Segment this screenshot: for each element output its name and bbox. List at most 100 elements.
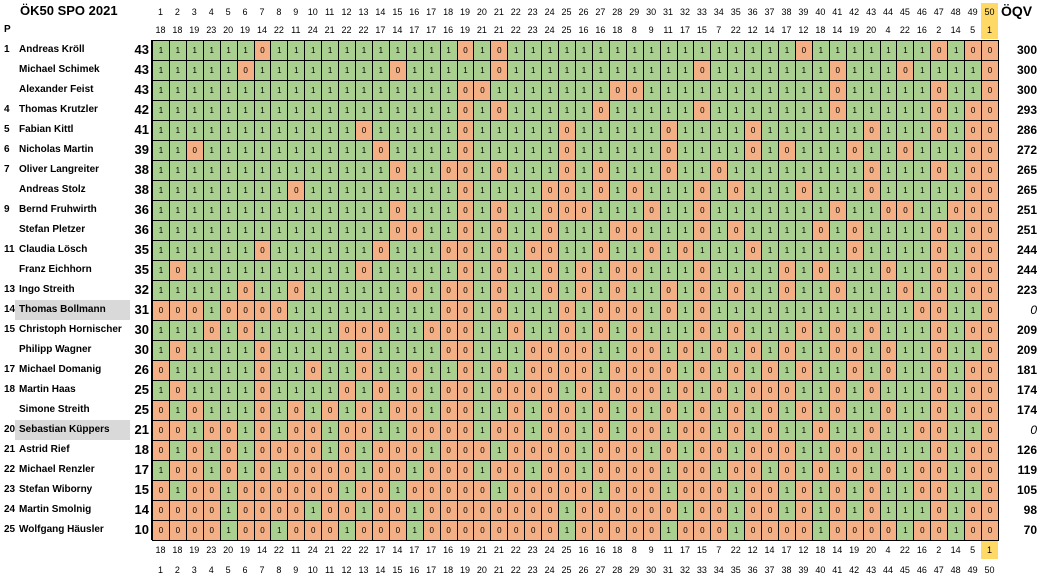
result-cell: 1	[473, 360, 492, 381]
column-number: 31	[663, 7, 674, 17]
column-count: 22	[510, 545, 521, 555]
result-cell: 1	[642, 320, 661, 341]
result-cell: 1	[253, 80, 272, 101]
result-cell: 0	[981, 320, 999, 341]
result-cell: 1	[727, 200, 746, 221]
result-cell: 1	[575, 320, 593, 341]
result-cell: 1	[219, 140, 238, 161]
result-cell: 1	[811, 300, 830, 321]
result-cell: 1	[947, 140, 966, 161]
result-cell: 0	[828, 320, 847, 341]
result-cell: 0	[456, 220, 475, 241]
result-cell: 1	[236, 460, 255, 481]
result-cell: 0	[185, 300, 204, 321]
result-cell: 0	[811, 420, 830, 441]
result-cell: 1	[811, 120, 830, 141]
result-cell: 0	[490, 300, 509, 321]
result-cell: 1	[794, 140, 813, 161]
result-cell: 0	[964, 400, 983, 421]
result-cell: 1	[591, 140, 610, 161]
result-cell: 1	[473, 280, 492, 301]
result-cell: 1	[744, 280, 763, 301]
result-cell: 1	[744, 180, 763, 201]
result-cell: 1	[896, 80, 915, 101]
column-count: 11	[291, 25, 301, 35]
result-cell: 1	[558, 80, 576, 101]
result-cell: 1	[507, 160, 526, 181]
result-cell: 1	[845, 60, 864, 81]
result-cell: 0	[981, 440, 999, 461]
column-number: 48	[950, 565, 961, 575]
result-cell: 1	[642, 140, 661, 161]
column-count: 24	[307, 25, 318, 35]
result-cell: 1	[253, 220, 272, 241]
result-cell: 1	[507, 360, 526, 381]
result-cell: 1	[439, 100, 458, 121]
result-cell: 1	[219, 280, 238, 301]
result-cell: 1	[625, 120, 644, 141]
result-cell: 1	[930, 180, 949, 201]
result-cell: 1	[744, 160, 763, 181]
result-cell: 1	[913, 200, 932, 221]
result-cell: 0	[930, 340, 949, 361]
result-cell: 1	[490, 80, 509, 101]
result-cell: 1	[710, 120, 729, 141]
name: Ingo Streith	[19, 284, 75, 295]
result-cell: 0	[930, 80, 949, 101]
result-cell: 0	[693, 280, 712, 301]
result-cell: 1	[304, 380, 323, 401]
result-cell: 1	[236, 220, 255, 241]
result-cell: 1	[761, 240, 780, 261]
result-cell: 1	[947, 80, 966, 101]
result-cell: 1	[185, 100, 204, 121]
place: 7	[4, 164, 10, 175]
result-cell: 1	[845, 160, 864, 181]
result-cell: 0	[591, 460, 610, 481]
column-number: 30	[646, 7, 657, 17]
result-cell: 1	[913, 280, 932, 301]
points: 31	[130, 300, 152, 320]
result-cell: 1	[608, 200, 627, 221]
result-cell: 0	[287, 280, 306, 301]
result-cell: 0	[591, 160, 610, 181]
result-cell: 1	[794, 460, 813, 481]
result-cell: 0	[558, 340, 576, 361]
column-number: 44	[882, 565, 893, 575]
result-cell: 0	[490, 420, 509, 441]
result-cell: 0	[185, 520, 204, 541]
column-count: 12	[798, 545, 809, 555]
result-cell: 0	[591, 440, 610, 461]
result-cell: 1	[541, 160, 560, 181]
result-cell: 1	[388, 140, 407, 161]
result-cell: 1	[947, 420, 966, 441]
result-cell: 1	[625, 100, 644, 121]
column-number: 31	[663, 565, 674, 575]
result-cell: 0	[541, 180, 560, 201]
result-cell: 1	[473, 120, 492, 141]
result-cell: 0	[710, 520, 729, 541]
result-cell: 0	[862, 420, 881, 441]
result-cell: 0	[693, 420, 712, 441]
oqv-score: 0	[1030, 303, 1037, 317]
result-cell: 1	[338, 400, 357, 421]
result-cell: 1	[625, 140, 644, 161]
result-cell: 0	[642, 520, 661, 541]
result-cell: 1	[659, 380, 678, 401]
result-cell: 0	[659, 300, 678, 321]
result-cell: 0	[659, 120, 678, 141]
result-cell: 1	[862, 340, 881, 361]
column-count: 1	[981, 541, 998, 559]
result-cell: 1	[710, 100, 729, 121]
result-cell: 0	[710, 440, 729, 461]
result-cell: 0	[236, 480, 255, 501]
column-number: 1	[157, 565, 163, 575]
result-cell: 1	[947, 340, 966, 361]
result-cell: 1	[794, 340, 813, 361]
result-cell: 0	[625, 260, 644, 281]
result-cell: 1	[236, 340, 255, 361]
result-cell: 0	[676, 380, 695, 401]
result-cell: 1	[355, 140, 373, 161]
result-cell: 0	[642, 380, 661, 401]
result-cell: 1	[930, 140, 949, 161]
result-cell: 0	[676, 420, 695, 441]
